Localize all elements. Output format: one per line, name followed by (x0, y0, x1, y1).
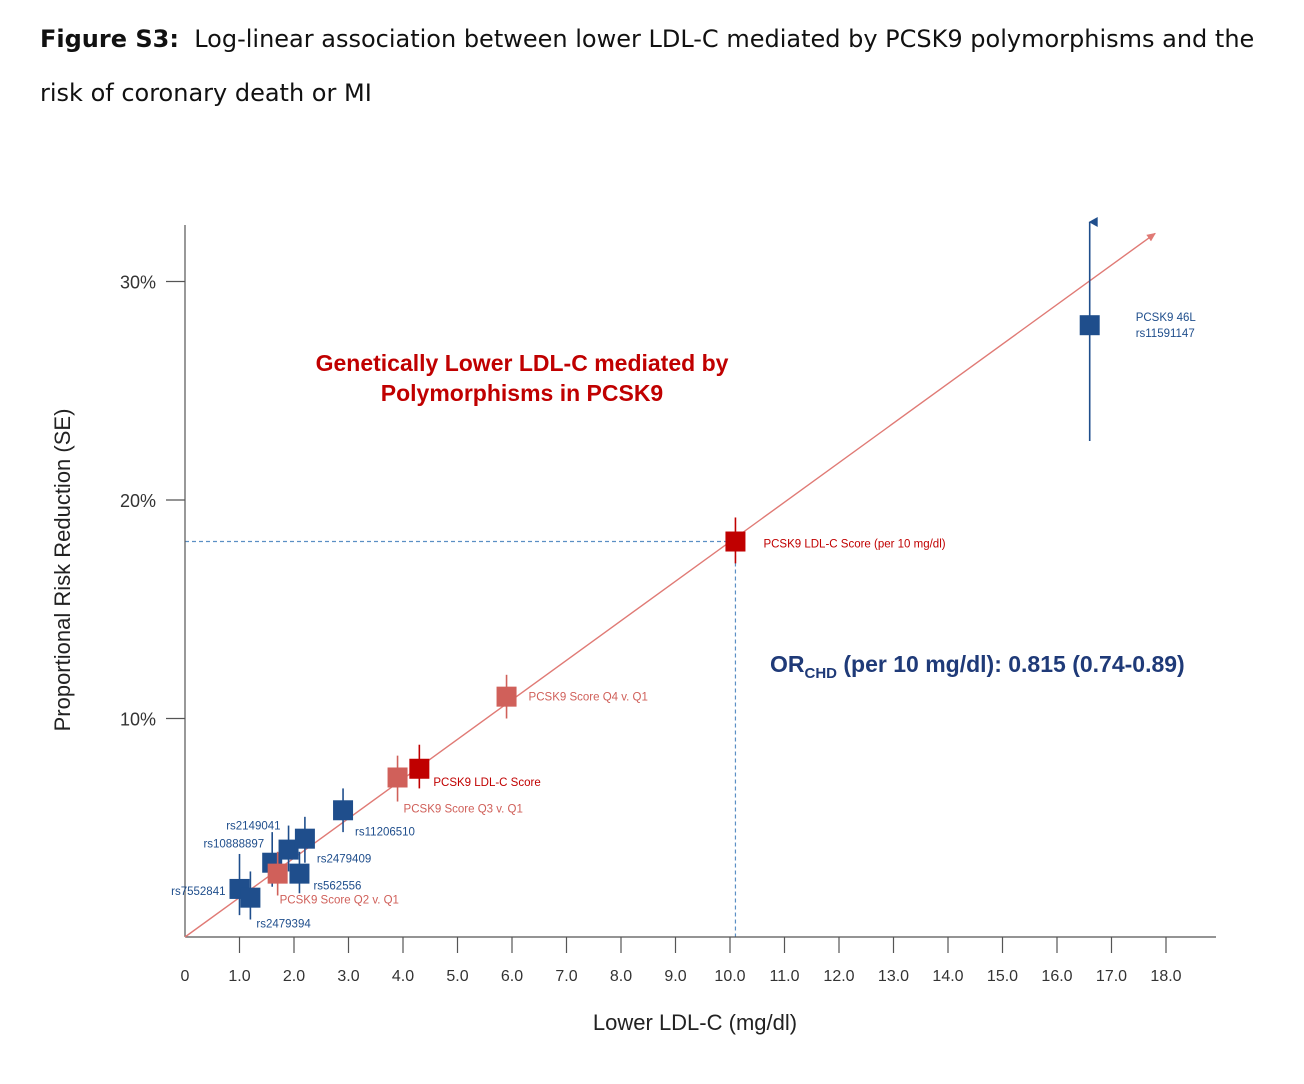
x-tick-label: 0 (181, 968, 190, 985)
data-point (387, 767, 408, 788)
x-tick-label: 10.0 (714, 968, 745, 985)
x-tick-label: 12.0 (823, 968, 854, 985)
fit-line (184, 232, 1156, 938)
point-label: PCSK9 46L (1136, 312, 1197, 324)
x-tick-label: 4.0 (392, 968, 414, 985)
chart-title-line2: Polymorphisms in PCSK9 (381, 380, 663, 406)
point-label: rs10888897 (203, 839, 264, 851)
point-label: PCSK9 Score Q3 v. Q1 (404, 803, 523, 815)
x-tick-label: 1.0 (228, 968, 250, 985)
data-point (294, 828, 315, 849)
y-axis-label: Proportional Risk Reduction (SE) (50, 409, 75, 732)
point-label: rs11206510 (355, 826, 415, 838)
figure-label: Figure S3: (40, 25, 179, 53)
x-tick-label: 9.0 (664, 968, 686, 985)
point-label: rs7552841 (171, 886, 225, 898)
data-point (496, 686, 517, 707)
x-tick-label: 15.0 (987, 968, 1018, 985)
x-tick-label: 18.0 (1150, 968, 1181, 985)
x-tick-label: 11.0 (770, 968, 800, 985)
data-point (278, 839, 299, 860)
data-point (267, 863, 288, 884)
point-label: rs2479394 (256, 919, 311, 931)
x-tick-label: 7.0 (555, 968, 577, 985)
y-tick-label: 10% (120, 710, 156, 730)
point-label: rs562556 (313, 881, 361, 893)
x-tick-label: 17.0 (1096, 968, 1127, 985)
point-label: rs2149041 (226, 821, 280, 833)
x-tick-label: 8.0 (610, 968, 632, 985)
figure-caption: Figure S3: Log-linear association betwee… (40, 12, 1290, 120)
data-point (409, 758, 430, 779)
point-label: rs2479409 (317, 854, 371, 866)
data-point (289, 863, 310, 884)
data-point (1079, 315, 1100, 336)
x-tick-label: 5.0 (446, 968, 468, 985)
data-point (333, 800, 354, 821)
point-label: PCSK9 LDL-C Score (433, 777, 540, 789)
data-point (240, 887, 261, 908)
x-tick-label: 14.0 (932, 968, 963, 985)
chart-title-line1: Genetically Lower LDL-C mediated by (316, 350, 729, 376)
x-tick-label: 3.0 (337, 968, 359, 985)
or-annotation: ORCHD (per 10 mg/dl): 0.815 (0.74-0.89) (770, 651, 1185, 682)
or-value: (per 10 mg/dl): 0.815 (0.74-0.89) (837, 651, 1185, 677)
y-tick-label: 20% (120, 491, 156, 511)
point-label: PCSK9 Score Q4 v. Q1 (529, 692, 648, 704)
figure-caption-text: Log-linear association between lower LDL… (40, 25, 1255, 107)
point-label: rs11591147 (1136, 328, 1195, 340)
x-tick-label: 2.0 (283, 968, 305, 985)
data-point (725, 531, 746, 552)
y-tick-label: 30% (120, 273, 156, 293)
x-tick-label: 16.0 (1041, 968, 1072, 985)
or-prefix: OR (770, 651, 805, 677)
point-label: PCSK9 Score Q2 v. Q1 (280, 895, 399, 907)
x-tick-label: 13.0 (878, 968, 909, 985)
point-label: PCSK9 LDL-C Score (per 10 mg/dl) (763, 539, 945, 551)
or-subscript: CHD (805, 665, 838, 682)
x-axis-label: Lower LDL-C (mg/dl) (593, 1010, 797, 1035)
x-tick-label: 6.0 (501, 968, 523, 985)
